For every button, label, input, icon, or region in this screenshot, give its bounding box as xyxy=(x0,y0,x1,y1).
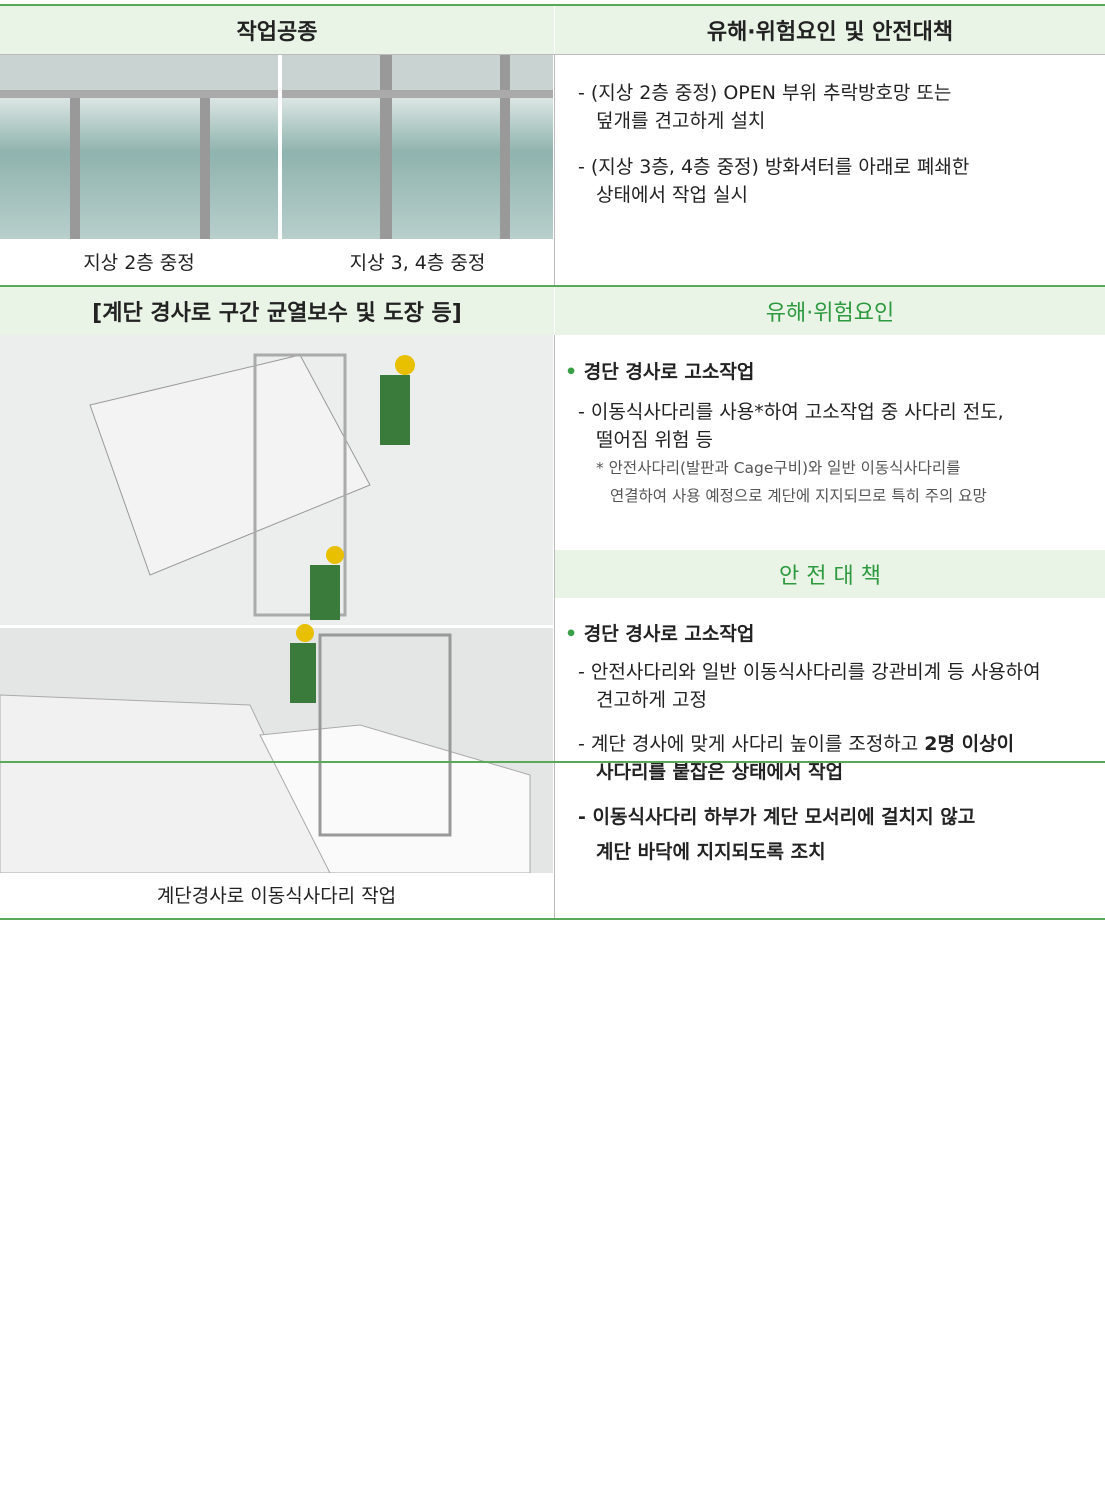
text: 사다리를 붙잡은 상태에서 작업 xyxy=(596,761,844,783)
caption: 지상 2층 중정 xyxy=(83,252,195,274)
rule xyxy=(0,285,1105,287)
divider xyxy=(554,335,555,918)
rule xyxy=(0,54,1105,55)
text: - 안전사다리와 일반 이동식사다리를 강관비계 등 사용하여 xyxy=(578,661,1041,683)
text-line: 떨어짐 위험 등 xyxy=(596,429,713,451)
bullet-text: 경단 경사로 고소작업 xyxy=(583,623,755,645)
rule xyxy=(0,761,1105,763)
caption: 계단경사로 이동식사다리 작업 xyxy=(156,885,397,907)
rule xyxy=(0,4,1105,6)
header-text: 유해·위험요인 xyxy=(765,301,895,326)
text: 계단 바닥에 지지되도록 조치 xyxy=(596,841,826,863)
caption: 지상 3, 4층 중정 xyxy=(349,252,486,274)
text-line: - 이동식사다리를 사용*하여 고소작업 중 사다리 전도, xyxy=(578,401,1004,423)
text-line: 상태에서 작업 실시 xyxy=(596,184,748,206)
text: 2명 이상이 xyxy=(924,733,1015,755)
text-line: - (지상 3층, 4층 중정) 방화셔터를 아래로 폐쇄한 xyxy=(578,156,970,178)
note: 연결하여 사용 예정으로 계단에 지지되므로 특히 주의 요망 xyxy=(610,487,987,505)
text: - 이동식사다리 하부가 계단 모서리에 걸치지 않고 xyxy=(578,806,976,828)
divider xyxy=(554,55,555,285)
header: 유해·위험요인 및 안전대책 xyxy=(555,6,1105,54)
text-line: 덮개를 견고하게 설치 xyxy=(596,110,766,132)
bullet-text: 경단 경사로 고소작업 xyxy=(583,361,755,383)
header: 안 전 대 책 xyxy=(555,550,1105,598)
header: 유해·위험요인 xyxy=(555,287,1105,335)
note: * 안전사다리(발판과 Cage구비)와 일반 이동식사다리를 xyxy=(596,459,961,477)
bullet: • xyxy=(565,623,578,645)
photo xyxy=(0,55,553,239)
text: 견고하게 고정 xyxy=(596,689,707,711)
text: - 계단 경사에 맞게 사다리 높이를 조정하고 xyxy=(578,733,925,755)
text-line: - (지상 2층 중정) OPEN 부위 추락방호망 또는 xyxy=(578,82,952,104)
bullet: • xyxy=(565,361,578,383)
rule xyxy=(0,918,1105,920)
header: [계단 경사로 구간 균열보수 및 도장 등] xyxy=(0,287,554,335)
header: 작업공종 xyxy=(0,6,554,54)
header-text: 안 전 대 책 xyxy=(779,564,881,589)
illustration xyxy=(0,335,553,873)
